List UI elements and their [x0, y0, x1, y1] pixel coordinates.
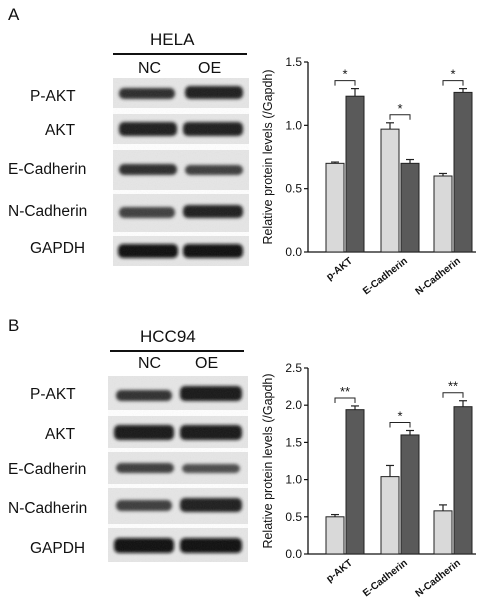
panel-b-header-rule: [110, 350, 244, 352]
y-tick-label: 0.0: [285, 245, 302, 259]
panel-b-lane-nc: NC: [138, 355, 162, 372]
y-axis-label: Relative protein levels (/Gapdh): [261, 69, 275, 244]
significance-bracket: [442, 392, 464, 398]
significance-bracket: [389, 421, 411, 428]
panel-a-row-label: E-Cadherin: [8, 161, 87, 178]
y-tick-label: 1.0: [285, 473, 302, 487]
bar: [400, 162, 420, 253]
y-tick-label: 1.5: [285, 55, 302, 69]
y-tick-label: 0.0: [285, 547, 302, 561]
panel-b-bar-chart: Relative protein levels (/Gapdh) 0.0 0.5 1.…: [261, 361, 476, 600]
y-tick-label: 1.5: [285, 435, 302, 449]
panel-b-row-label: E-Cadherin: [8, 461, 87, 478]
significance-bracket: [334, 80, 356, 86]
bar: [380, 476, 400, 555]
panel-a-letter: A: [8, 5, 20, 24]
bar: [400, 434, 420, 555]
bar: [453, 406, 473, 555]
panel-b-row-label: GAPDH: [30, 540, 86, 557]
y-tick-label: 0.5: [285, 182, 302, 196]
panel-b-lane-oe: OE: [195, 355, 219, 372]
panel-a-cell-line: HELA: [150, 30, 195, 49]
panel-a-row-label: AKT: [45, 122, 76, 139]
panel-a-lane-oe: OE: [198, 60, 222, 77]
bar: [380, 128, 400, 253]
panel-b-letter: B: [8, 316, 20, 335]
panel-a-header-rule: [113, 53, 247, 55]
significance-label: *: [450, 67, 455, 82]
bar: [453, 91, 473, 253]
significance-label: *: [342, 67, 347, 82]
x-tick-label: N-Cadherin: [414, 558, 463, 600]
y-tick-label: 2.5: [285, 361, 302, 375]
panel-b-row-label: N-Cadherin: [8, 500, 88, 517]
bar: [325, 516, 345, 555]
x-tick-label: p-AKT: [324, 558, 354, 585]
y-tick-label: 1.0: [285, 118, 302, 132]
x-tick-label: E-Cadherin: [361, 558, 410, 600]
x-tick-label: N-Cadherin: [414, 256, 463, 298]
y-tick-label: 0.5: [285, 510, 302, 524]
x-tick-label: E-Cadherin: [361, 256, 410, 298]
panel-a-row-label: P-AKT: [30, 88, 76, 105]
bar: [433, 175, 453, 253]
significance-bracket: [334, 397, 356, 403]
bar: [345, 95, 365, 253]
significance-bracket: [442, 80, 464, 86]
panel-a-row-label: GAPDH: [30, 240, 86, 257]
panel-b-row-label: P-AKT: [30, 386, 76, 403]
panel-b-row-label: AKT: [45, 426, 76, 443]
y-tick-label: 2.0: [285, 398, 302, 412]
panel-b-western-blot: [108, 376, 248, 562]
x-tick-label: p-AKT: [324, 256, 354, 283]
bar: [433, 510, 453, 555]
significance-label: *: [397, 101, 402, 116]
significance-label: **: [340, 384, 350, 399]
significance-label: *: [397, 408, 402, 423]
panel-b-cell-line: HCC94: [140, 327, 196, 346]
panel-a-lane-nc: NC: [138, 60, 162, 77]
significance-label: **: [448, 379, 458, 394]
panel-a-bar-chart: Relative protein levels (/Gapdh) 0.0 0.5 1.…: [261, 55, 476, 298]
panel-a-row-label: N-Cadherin: [8, 203, 88, 220]
y-axis-label: Relative protein levels (/Gapdh): [261, 373, 275, 548]
panel-a-western-blot: [113, 78, 249, 266]
bar: [345, 409, 365, 555]
significance-bracket: [389, 114, 411, 120]
bar: [325, 162, 345, 253]
